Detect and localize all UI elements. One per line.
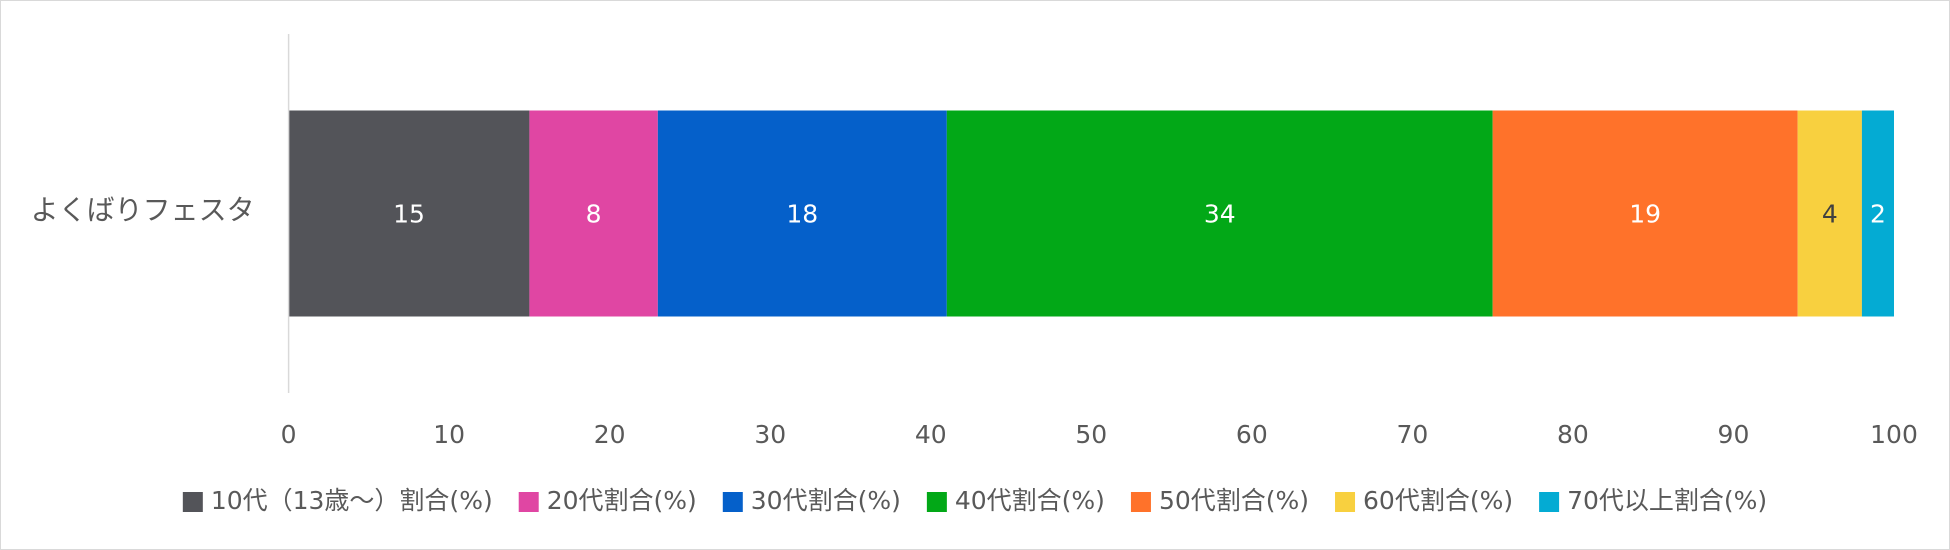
data-label: 15: [393, 200, 425, 229]
x-tick-label: 0: [281, 420, 297, 449]
legend-swatch: [1335, 492, 1356, 512]
legend-label: 60代割合(%): [1363, 486, 1513, 515]
data-label: 8: [586, 200, 602, 229]
x-tick-label: 40: [915, 420, 947, 449]
legend-label: 50代割合(%): [1159, 486, 1309, 515]
data-label: 2: [1870, 200, 1886, 229]
legend-label: 10代（13歳～）割合(%): [211, 486, 493, 515]
bar-segment: [946, 110, 1493, 317]
legend-label: 40代割合(%): [955, 486, 1105, 515]
x-tick-label: 30: [754, 420, 786, 449]
x-tick-label: 20: [594, 420, 626, 449]
bar-segment: [657, 110, 947, 317]
y-tick-label: よくばりフェスタ: [31, 194, 255, 227]
x-tick-label: 50: [1075, 420, 1107, 449]
x-tick-label: 60: [1236, 420, 1268, 449]
legend-swatch: [926, 492, 947, 512]
x-tick-label: 80: [1557, 420, 1589, 449]
x-tick-label: 10: [433, 420, 465, 449]
x-tick-label: 100: [1870, 420, 1918, 449]
bar-segment: [529, 110, 658, 317]
legend-label: 20代割合(%): [547, 486, 697, 515]
bar-segment: [1492, 110, 1798, 317]
data-label: 18: [786, 200, 818, 229]
legend-swatch: [182, 492, 203, 512]
data-label: 34: [1204, 200, 1236, 229]
legend-swatch: [722, 492, 743, 512]
bar-segment: [288, 110, 530, 317]
legend-label: 30代割合(%): [751, 486, 901, 515]
x-tick-label: 90: [1718, 420, 1750, 449]
legend-swatch: [518, 492, 539, 512]
legend-label: 70代以上割合(%): [1567, 486, 1767, 515]
data-label: 19: [1629, 200, 1661, 229]
bar-segment: [1861, 110, 1894, 317]
bar-segment: [1797, 110, 1862, 317]
data-label: 4: [1822, 200, 1838, 229]
x-tick-label: 70: [1396, 420, 1428, 449]
legend-swatch: [1130, 492, 1151, 512]
legend-swatch: [1539, 492, 1560, 512]
